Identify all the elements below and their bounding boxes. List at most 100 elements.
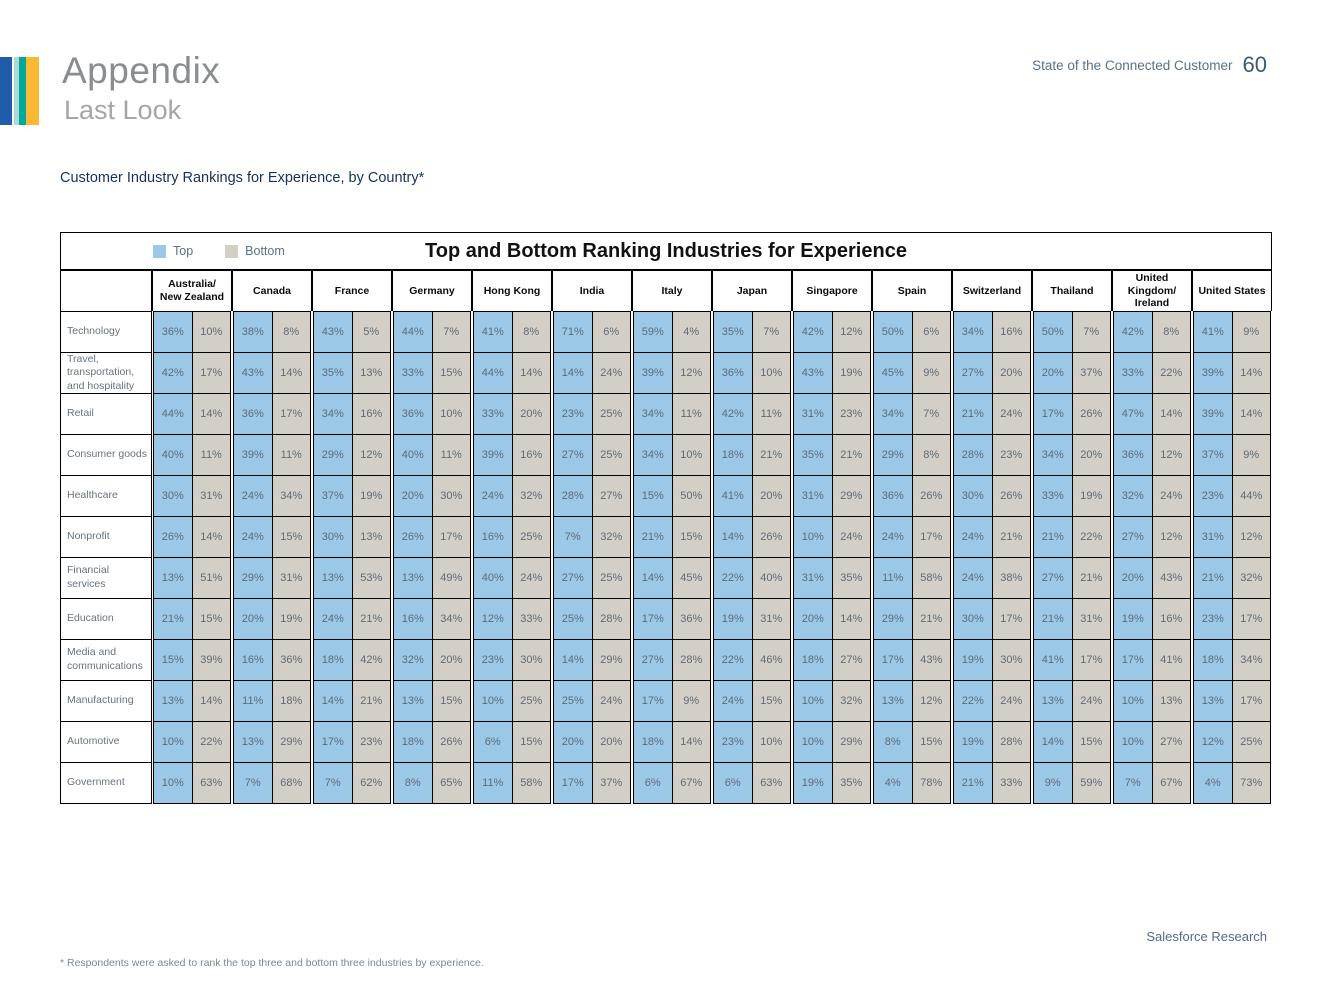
country-value-pair: 23% 30%	[472, 639, 552, 681]
bottom-value-cell: 11%	[271, 434, 311, 476]
country-value-pair: 18% 34%	[1192, 639, 1272, 681]
top-value-cell: 20%	[1113, 557, 1153, 599]
top-value-cell: 20%	[553, 721, 593, 763]
bottom-value-cell: 15%	[431, 352, 471, 394]
bottom-value-cell: 19%	[1071, 475, 1111, 517]
country-value-pair: 20% 30%	[392, 475, 472, 517]
row-label-industry: Technology	[60, 311, 152, 353]
bottom-value-cell: 9%	[1231, 311, 1271, 353]
bottom-value-cell: 24%	[991, 393, 1031, 435]
country-value-pair: 40% 11%	[392, 434, 472, 476]
column-header-country: Japan	[712, 270, 792, 312]
country-value-pair: 42% 17%	[152, 352, 232, 394]
top-value-cell: 15%	[153, 639, 193, 681]
country-value-pair: 19% 31%	[712, 598, 792, 640]
top-value-cell: 10%	[793, 516, 833, 558]
top-value-cell: 18%	[1193, 639, 1233, 681]
top-value-cell: 41%	[473, 311, 513, 353]
top-value-cell: 23%	[1193, 475, 1233, 517]
country-value-pair: 17% 23%	[312, 721, 392, 763]
bottom-value-cell: 5%	[351, 311, 391, 353]
country-value-pair: 71% 6%	[552, 311, 632, 353]
top-value-cell: 20%	[233, 598, 273, 640]
country-value-pair: 31% 35%	[792, 557, 872, 599]
bottom-value-cell: 45%	[671, 557, 711, 599]
country-value-pair: 30% 26%	[952, 475, 1032, 517]
top-value-cell: 37%	[1193, 434, 1233, 476]
top-value-cell: 39%	[473, 434, 513, 476]
bottom-value-cell: 17%	[1231, 680, 1271, 722]
report-reference: State of the Connected Customer 60	[1032, 52, 1267, 78]
bottom-value-cell: 10%	[191, 311, 231, 353]
country-value-pair: 10% 22%	[152, 721, 232, 763]
bottom-value-cell: 15%	[911, 721, 951, 763]
bottom-value-cell: 17%	[991, 598, 1031, 640]
country-value-pair: 42% 8%	[1112, 311, 1192, 353]
bottom-value-cell: 14%	[1231, 352, 1271, 394]
country-value-pair: 29% 12%	[312, 434, 392, 476]
table-row: Consumer goods 40% 11% 39% 11% 29% 12% 40% 11% 39…	[60, 434, 1272, 476]
top-value-cell: 23%	[1193, 598, 1233, 640]
top-value-cell: 13%	[153, 680, 193, 722]
table-row: Automotive 10% 22% 13% 29% 17% 23% 18% 26% 6% 15% 2…	[60, 721, 1272, 763]
bottom-value-cell: 20%	[511, 393, 551, 435]
brand-bar-yellow	[26, 57, 39, 125]
top-value-cell: 22%	[953, 680, 993, 722]
country-value-pair: 23% 17%	[1192, 598, 1272, 640]
top-value-cell: 24%	[233, 475, 273, 517]
country-value-pair: 10% 63%	[152, 762, 232, 804]
bottom-value-cell: 44%	[1231, 475, 1271, 517]
country-value-pair: 36% 26%	[872, 475, 952, 517]
bottom-value-cell: 20%	[591, 721, 631, 763]
country-value-pair: 13% 24%	[1032, 680, 1112, 722]
country-value-pair: 22% 40%	[712, 557, 792, 599]
country-value-pair: 34% 16%	[312, 393, 392, 435]
top-value-cell: 25%	[553, 680, 593, 722]
top-value-cell: 20%	[393, 475, 433, 517]
bottom-value-cell: 59%	[1071, 762, 1111, 804]
country-value-pair: 6% 15%	[472, 721, 552, 763]
bottom-value-cell: 14%	[191, 680, 231, 722]
bottom-value-cell: 11%	[671, 393, 711, 435]
country-value-pair: 37% 19%	[312, 475, 392, 517]
country-value-pair: 33% 15%	[392, 352, 472, 394]
table-row: Media and communications 15% 39% 16% 36% 18% 4…	[60, 639, 1272, 681]
country-value-pair: 14% 24%	[552, 352, 632, 394]
bottom-value-cell: 14%	[671, 721, 711, 763]
column-header-country: Canada	[232, 270, 312, 312]
top-value-cell: 14%	[1033, 721, 1073, 763]
top-value-cell: 33%	[473, 393, 513, 435]
bottom-value-cell: 49%	[431, 557, 471, 599]
legend-top-swatch	[153, 244, 166, 258]
top-value-cell: 12%	[473, 598, 513, 640]
country-value-pair: 7% 67%	[1112, 762, 1192, 804]
country-value-pair: 13% 15%	[392, 680, 472, 722]
bottom-value-cell: 21%	[351, 598, 391, 640]
country-value-pair: 24% 21%	[952, 516, 1032, 558]
country-value-pair: 17% 37%	[552, 762, 632, 804]
top-value-cell: 34%	[953, 311, 993, 353]
bottom-value-cell: 25%	[591, 434, 631, 476]
top-value-cell: 31%	[793, 393, 833, 435]
bottom-value-cell: 17%	[271, 393, 311, 435]
country-value-pair: 41% 17%	[1032, 639, 1112, 681]
bottom-value-cell: 12%	[351, 434, 391, 476]
top-value-cell: 71%	[553, 311, 593, 353]
country-value-pair: 43% 14%	[232, 352, 312, 394]
country-value-pair: 37% 9%	[1192, 434, 1272, 476]
bottom-value-cell: 20%	[1071, 434, 1111, 476]
bottom-value-cell: 14%	[1231, 393, 1271, 435]
bottom-value-cell: 42%	[351, 639, 391, 681]
country-value-pair: 21% 24%	[952, 393, 1032, 435]
country-value-pair: 35% 13%	[312, 352, 392, 394]
country-value-pair: 13% 17%	[1192, 680, 1272, 722]
country-value-pair: 44% 14%	[152, 393, 232, 435]
bottom-value-cell: 12%	[831, 311, 871, 353]
top-value-cell: 31%	[793, 475, 833, 517]
bottom-value-cell: 17%	[1071, 639, 1111, 681]
column-header-country: Singapore	[792, 270, 872, 312]
bottom-value-cell: 14%	[191, 516, 231, 558]
bottom-value-cell: 24%	[511, 557, 551, 599]
bottom-value-cell: 8%	[1151, 311, 1191, 353]
bottom-value-cell: 33%	[991, 762, 1031, 804]
